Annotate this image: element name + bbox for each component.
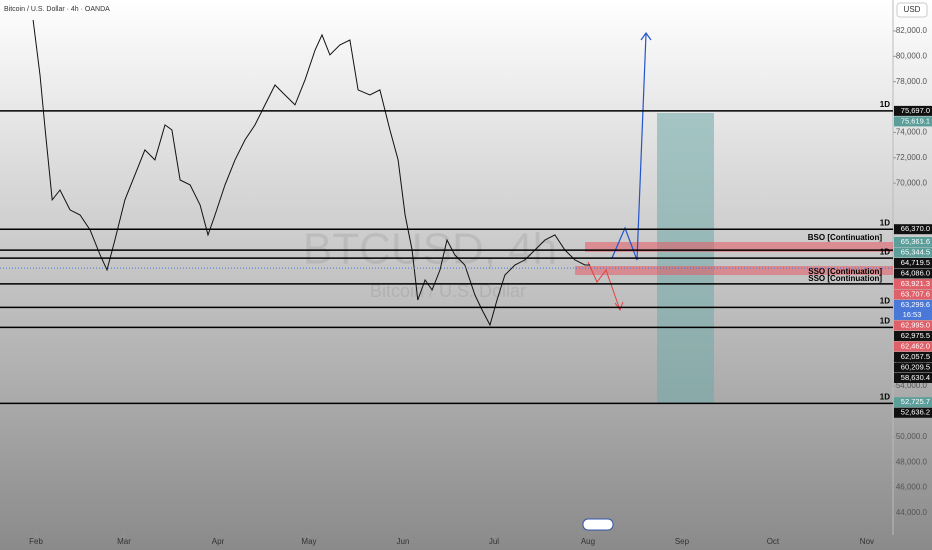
price-tag-label: 65,344.5 — [901, 247, 930, 256]
price-tag — [894, 278, 932, 289]
price-tag-label: 58,630.4 — [901, 373, 930, 382]
price-tag — [894, 320, 932, 331]
level-timeframe: 1D — [880, 393, 890, 402]
price-tag-label: 75,697.0 — [901, 106, 930, 115]
x-tick-label: Apr — [212, 537, 225, 546]
bullish-arrow — [611, 33, 647, 261]
price-tag-label: 66,370.0 — [901, 224, 930, 233]
price-tag — [894, 105, 932, 116]
arrow-head — [640, 31, 652, 41]
countdown: 16:53 — [903, 310, 922, 319]
price-tag-label: 65,361.6 — [901, 237, 930, 246]
y-tick-label: 54,000.0 — [896, 381, 928, 390]
price-tag-label: 75,619.1 — [901, 116, 930, 125]
price-tag-label: 62,975.5 — [901, 331, 930, 340]
price-tag-label: 64,086.0 — [901, 268, 930, 277]
price-tag-label: 62,995.0 — [901, 320, 930, 329]
x-tick-label: Nov — [860, 537, 874, 546]
price-tag-label: 63,299.6 — [901, 300, 930, 309]
zone-note: SSO [Continuation] — [808, 274, 882, 283]
x-tick-label: Feb — [29, 537, 43, 546]
level-timeframe: 1D — [880, 316, 890, 325]
x-tick-label: Jul — [489, 537, 499, 546]
level-timeframe: 1D — [880, 247, 890, 256]
x-tick-label: Oct — [767, 537, 780, 546]
x-tick-label: Mar — [117, 537, 131, 546]
level-timeframe: 1D — [880, 218, 890, 227]
price-tag-label: 62,462.0 — [901, 341, 930, 350]
y-tick-label: 70,000.0 — [896, 178, 928, 187]
y-tick-label: 44,000.0 — [896, 508, 928, 517]
watermark: BTCUSD, 4h — [303, 225, 557, 274]
price-tag-label: 62,057.5 — [901, 352, 930, 361]
y-tick-label: 48,000.0 — [896, 457, 928, 466]
price-tag — [894, 257, 932, 268]
price-tag-label: 52,636.2 — [901, 408, 930, 417]
bearish-arrow — [587, 261, 621, 311]
price-tag-label: 52,725.7 — [901, 397, 930, 406]
level-timeframe: 1D — [880, 296, 890, 305]
price-tag — [894, 330, 932, 341]
price-tag — [894, 116, 932, 127]
sso-zone — [575, 266, 893, 275]
y-tick-label: 80,000.0 — [896, 51, 928, 60]
price-tag — [894, 247, 932, 258]
x-tick-label: May — [301, 537, 316, 546]
level-note: SSO [Continuation] — [808, 267, 882, 276]
y-tick-label: 78,000.0 — [896, 77, 928, 86]
price-tag-label: 64,719.5 — [901, 258, 930, 267]
price-tag — [894, 397, 932, 408]
x-tick-label: Jun — [397, 537, 410, 546]
events-icon[interactable] — [582, 518, 614, 531]
price-tag — [894, 299, 932, 310]
price-tag — [894, 289, 932, 300]
price-tag — [894, 268, 932, 279]
x-tick-label: Sep — [675, 537, 690, 546]
y-tick-label: 74,000.0 — [896, 128, 928, 137]
price-tag — [894, 362, 932, 373]
arrow-head — [614, 301, 624, 312]
y-tick-label: 72,000.0 — [896, 153, 928, 162]
price-tag — [894, 407, 932, 418]
price-tag — [894, 372, 932, 383]
bso-zone — [585, 242, 893, 252]
price-tag — [894, 224, 932, 235]
watermark-subtitle: Bitcoin / U.S. Dollar — [370, 281, 526, 301]
price-tag — [894, 351, 932, 362]
y-tick-label: 50,000.0 — [896, 432, 928, 441]
level-timeframe: 1D — [880, 100, 890, 109]
price-tag — [894, 236, 932, 247]
price-tag-label: 63,921.3 — [901, 279, 930, 288]
x-tick-label: Aug — [581, 537, 595, 546]
y-tick-label: 82,000.0 — [896, 26, 928, 35]
countdown-tag — [894, 309, 932, 320]
legend-title: Bitcoin / U.S. Dollar · 4h · OANDA — [4, 6, 110, 13]
price-tag — [894, 341, 932, 352]
level-note: BSO [Continuation] — [808, 233, 883, 242]
price-line — [32, 19, 591, 327]
y-tick-label: 46,000.0 — [896, 483, 928, 492]
price-tag-label: 63,707.6 — [901, 289, 930, 298]
currency-button[interactable] — [896, 2, 928, 18]
currency: USD — [904, 5, 921, 14]
price-tag-label: 60,209.5 — [901, 362, 930, 371]
